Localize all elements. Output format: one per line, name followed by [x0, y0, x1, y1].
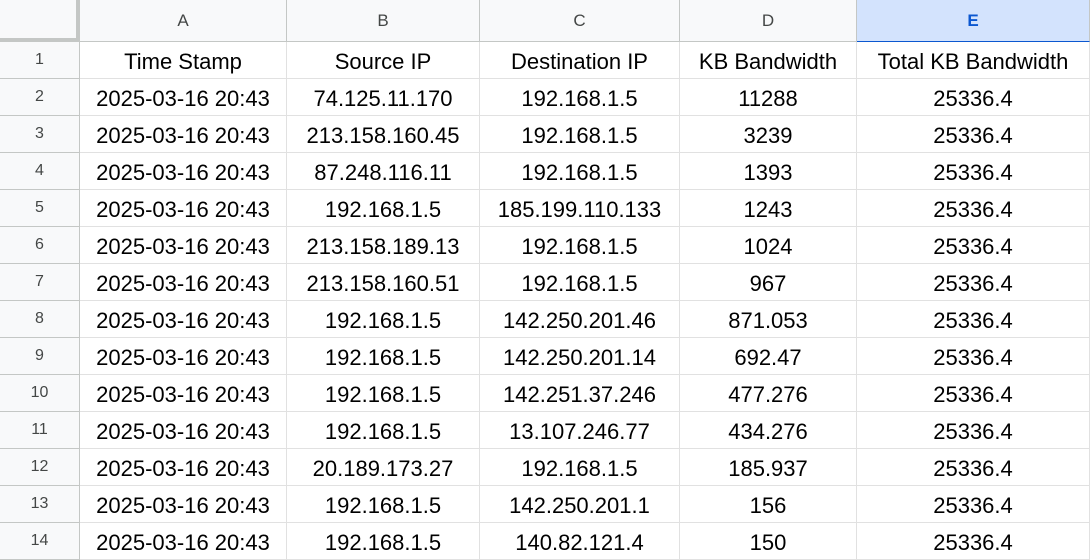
row-header-10[interactable]: 10: [0, 375, 80, 412]
cell-b4[interactable]: 87.248.116.11: [287, 153, 480, 190]
column-header-e[interactable]: E: [857, 0, 1090, 42]
cell-b13[interactable]: 192.168.1.5: [287, 486, 480, 523]
cell-b5[interactable]: 192.168.1.5: [287, 190, 480, 227]
cell-b10[interactable]: 192.168.1.5: [287, 375, 480, 412]
cell-b6[interactable]: 213.158.189.13: [287, 227, 480, 264]
cell-b9[interactable]: 192.168.1.5: [287, 338, 480, 375]
cell-c1[interactable]: Destination IP: [480, 42, 680, 79]
cell-e13[interactable]: 25336.4: [857, 486, 1090, 523]
row-header-5[interactable]: 5: [0, 190, 80, 227]
column-header-d[interactable]: D: [680, 0, 857, 42]
row-header-6[interactable]: 6: [0, 227, 80, 264]
cell-a8[interactable]: 2025-03-16 20:43: [80, 301, 287, 338]
cell-e6[interactable]: 25336.4: [857, 227, 1090, 264]
cell-c12[interactable]: 192.168.1.5: [480, 449, 680, 486]
cell-e1[interactable]: Total KB Bandwidth: [857, 42, 1090, 79]
cell-e14[interactable]: 25336.4: [857, 523, 1090, 560]
cell-b8[interactable]: 192.168.1.5: [287, 301, 480, 338]
cell-a6[interactable]: 2025-03-16 20:43: [80, 227, 287, 264]
cell-d2[interactable]: 11288: [680, 79, 857, 116]
cell-d13[interactable]: 156: [680, 486, 857, 523]
cell-a14[interactable]: 2025-03-16 20:43: [80, 523, 287, 560]
cell-a4[interactable]: 2025-03-16 20:43: [80, 153, 287, 190]
row-header-1[interactable]: 1: [0, 42, 80, 79]
row-header-8[interactable]: 8: [0, 301, 80, 338]
row-header-13[interactable]: 13: [0, 486, 80, 523]
cell-c4[interactable]: 192.168.1.5: [480, 153, 680, 190]
cell-d6[interactable]: 1024: [680, 227, 857, 264]
row-header-2[interactable]: 2: [0, 79, 80, 116]
cell-e3[interactable]: 25336.4: [857, 116, 1090, 153]
row-header-12[interactable]: 12: [0, 449, 80, 486]
column-header-a[interactable]: A: [80, 0, 287, 42]
cell-e10[interactable]: 25336.4: [857, 375, 1090, 412]
cell-d11[interactable]: 434.276: [680, 412, 857, 449]
cell-a12[interactable]: 2025-03-16 20:43: [80, 449, 287, 486]
cell-e12[interactable]: 25336.4: [857, 449, 1090, 486]
cell-a7[interactable]: 2025-03-16 20:43: [80, 264, 287, 301]
column-header-c[interactable]: C: [480, 0, 680, 42]
row-header-3[interactable]: 3: [0, 116, 80, 153]
cell-a3[interactable]: 2025-03-16 20:43: [80, 116, 287, 153]
cell-d7[interactable]: 967: [680, 264, 857, 301]
cell-c13[interactable]: 142.250.201.1: [480, 486, 680, 523]
cell-e5[interactable]: 25336.4: [857, 190, 1090, 227]
cell-c3[interactable]: 192.168.1.5: [480, 116, 680, 153]
cell-b3[interactable]: 213.158.160.45: [287, 116, 480, 153]
cell-d4[interactable]: 1393: [680, 153, 857, 190]
cell-d3[interactable]: 3239: [680, 116, 857, 153]
cell-a11[interactable]: 2025-03-16 20:43: [80, 412, 287, 449]
cell-d5[interactable]: 1243: [680, 190, 857, 227]
cell-d14[interactable]: 150: [680, 523, 857, 560]
cell-c11[interactable]: 13.107.246.77: [480, 412, 680, 449]
cell-c14[interactable]: 140.82.121.4: [480, 523, 680, 560]
cell-c6[interactable]: 192.168.1.5: [480, 227, 680, 264]
select-all-corner[interactable]: [0, 0, 80, 42]
cell-d9[interactable]: 692.47: [680, 338, 857, 375]
row-header-11[interactable]: 11: [0, 412, 80, 449]
column-header-b[interactable]: B: [287, 0, 480, 42]
cell-b12[interactable]: 20.189.173.27: [287, 449, 480, 486]
cell-d8[interactable]: 871.053: [680, 301, 857, 338]
cell-e2[interactable]: 25336.4: [857, 79, 1090, 116]
cell-b14[interactable]: 192.168.1.5: [287, 523, 480, 560]
cell-b1[interactable]: Source IP: [287, 42, 480, 79]
cell-c10[interactable]: 142.251.37.246: [480, 375, 680, 412]
row-header-9[interactable]: 9: [0, 338, 80, 375]
cell-d1[interactable]: KB Bandwidth: [680, 42, 857, 79]
cell-b11[interactable]: 192.168.1.5: [287, 412, 480, 449]
cell-c8[interactable]: 142.250.201.46: [480, 301, 680, 338]
cell-a5[interactable]: 2025-03-16 20:43: [80, 190, 287, 227]
cell-e11[interactable]: 25336.4: [857, 412, 1090, 449]
cell-b2[interactable]: 74.125.11.170: [287, 79, 480, 116]
cell-c2[interactable]: 192.168.1.5: [480, 79, 680, 116]
cell-a1[interactable]: Time Stamp: [80, 42, 287, 79]
cell-d10[interactable]: 477.276: [680, 375, 857, 412]
cell-a10[interactable]: 2025-03-16 20:43: [80, 375, 287, 412]
cell-a9[interactable]: 2025-03-16 20:43: [80, 338, 287, 375]
cell-e9[interactable]: 25336.4: [857, 338, 1090, 375]
cell-b7[interactable]: 213.158.160.51: [287, 264, 480, 301]
row-header-7[interactable]: 7: [0, 264, 80, 301]
cell-c5[interactable]: 185.199.110.133: [480, 190, 680, 227]
cell-c7[interactable]: 192.168.1.5: [480, 264, 680, 301]
cell-a13[interactable]: 2025-03-16 20:43: [80, 486, 287, 523]
cell-e8[interactable]: 25336.4: [857, 301, 1090, 338]
cell-d12[interactable]: 185.937: [680, 449, 857, 486]
cell-a2[interactable]: 2025-03-16 20:43: [80, 79, 287, 116]
cell-c9[interactable]: 142.250.201.14: [480, 338, 680, 375]
cell-e7[interactable]: 25336.4: [857, 264, 1090, 301]
row-header-4[interactable]: 4: [0, 153, 80, 190]
row-header-14[interactable]: 14: [0, 523, 80, 560]
cell-e4[interactable]: 25336.4: [857, 153, 1090, 190]
